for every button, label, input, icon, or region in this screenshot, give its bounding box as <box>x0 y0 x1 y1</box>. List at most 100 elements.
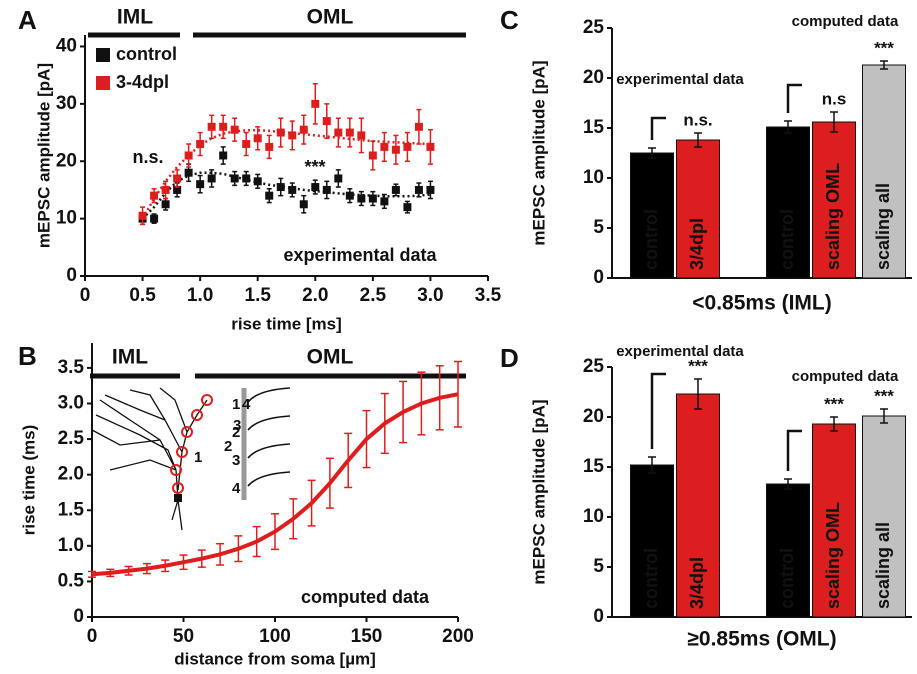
data-point <box>161 200 170 209</box>
data-point <box>357 131 366 140</box>
data-point <box>276 183 285 192</box>
y-tick-label: 0 <box>593 267 604 288</box>
x-tick-label: 0 <box>87 626 98 647</box>
category-label: scaling OML <box>823 502 843 609</box>
category-label: control <box>777 548 797 609</box>
panel-label: C <box>500 5 519 35</box>
data-point <box>345 128 354 137</box>
bar <box>676 393 720 618</box>
y-tick-label: 20 <box>583 406 604 427</box>
significance-label: *** <box>688 356 708 375</box>
annotation: computed data <box>792 368 899 385</box>
data-point <box>403 142 412 151</box>
annotation: computed data <box>301 587 430 607</box>
y-axis-title: mEPSC amplitude [pA] <box>529 60 548 245</box>
data-point <box>334 128 343 137</box>
data-point <box>207 174 216 183</box>
region-label: IML <box>112 346 148 369</box>
y-axis-title: mEPSC amplitude [pA] <box>529 399 548 584</box>
annotation: computed data <box>792 13 899 30</box>
data-point <box>414 122 423 131</box>
y-tick-label: 10 <box>583 167 604 188</box>
panel-label: D <box>500 343 519 373</box>
significance-label: *** <box>874 386 894 405</box>
category-label: control <box>777 209 797 270</box>
y-tick-label: 20 <box>583 67 604 88</box>
x-tick-label: 3.0 <box>417 285 443 306</box>
y-tick-label: 1.5 <box>58 499 85 520</box>
x-axis-title: ≥0.85ms (OML) <box>687 628 836 651</box>
significance-label: n.s <box>822 89 847 108</box>
y-tick-label: 15 <box>583 456 605 477</box>
data-point <box>368 151 377 160</box>
comparison-bracket <box>786 83 802 113</box>
x-tick-label: 0 <box>80 285 91 306</box>
bar <box>676 139 720 279</box>
data-point <box>242 174 251 183</box>
legend-swatch <box>96 76 110 90</box>
x-tick-label: 200 <box>442 626 474 647</box>
significance-label: *** <box>874 38 894 57</box>
y-tick-label: 40 <box>56 35 77 56</box>
x-tick-label: 3.5 <box>475 285 502 306</box>
data-point <box>322 117 331 126</box>
data-point <box>230 174 239 183</box>
data-point <box>138 211 147 220</box>
category-label: scaling OML <box>823 163 843 270</box>
y-tick-label: 3.5 <box>58 357 85 378</box>
data-point <box>242 140 251 149</box>
significance-label: *** <box>824 394 844 413</box>
data-point <box>403 203 412 212</box>
data-point <box>253 134 262 143</box>
x-tick-label: 1.0 <box>187 285 213 306</box>
data-point <box>173 185 182 194</box>
data-point <box>334 174 343 183</box>
x-tick-label: 100 <box>259 626 291 647</box>
trace-label: 3 <box>232 452 240 469</box>
annotation: experimental data <box>616 343 744 360</box>
category-label: 3/4dpl <box>687 218 707 270</box>
data-point <box>184 168 193 177</box>
x-tick-label: 150 <box>351 626 383 647</box>
region-label: OML <box>307 346 354 369</box>
data-point <box>265 191 274 200</box>
x-axis-title: <0.85ms (IML) <box>692 292 831 315</box>
category-label: scaling all <box>873 522 893 609</box>
annotation: experimental data <box>616 71 744 88</box>
x-tick-label: 50 <box>173 626 194 647</box>
bar <box>766 483 810 618</box>
data-point <box>219 122 228 131</box>
bar <box>630 464 674 618</box>
panel-label: A <box>18 5 37 35</box>
data-point <box>299 200 308 209</box>
data-point <box>414 185 423 194</box>
data-point <box>173 174 182 183</box>
y-tick-label: 20 <box>56 150 77 171</box>
y-tick-label: 0 <box>66 265 77 286</box>
data-line <box>91 392 459 577</box>
data-point <box>368 194 377 203</box>
x-tick-label: 0.5 <box>129 285 156 306</box>
data-point <box>357 194 366 203</box>
y-tick-label: 5 <box>593 217 604 238</box>
category-label: control <box>641 209 661 270</box>
x-axis-title: distance from soma [µm] <box>174 649 376 668</box>
bar <box>812 423 856 618</box>
x-tick-label: 2.0 <box>302 285 328 306</box>
y-tick-label: 2.0 <box>58 464 84 485</box>
y-tick-label: 0.5 <box>58 570 85 591</box>
y-tick-label: 25 <box>583 17 605 38</box>
data-point <box>426 185 435 194</box>
data-point <box>184 151 193 160</box>
y-tick-label: 2.5 <box>58 428 85 449</box>
data-point <box>230 125 239 134</box>
data-point <box>322 185 331 194</box>
site-label: 2 <box>224 438 232 455</box>
y-tick-label: 1.0 <box>58 535 84 556</box>
annotation: *** <box>304 157 325 177</box>
category-label: control <box>641 548 661 609</box>
data-point <box>299 125 308 134</box>
data-point <box>150 214 159 223</box>
y-tick-label: 25 <box>583 356 605 377</box>
y-tick-label: 30 <box>56 93 77 114</box>
